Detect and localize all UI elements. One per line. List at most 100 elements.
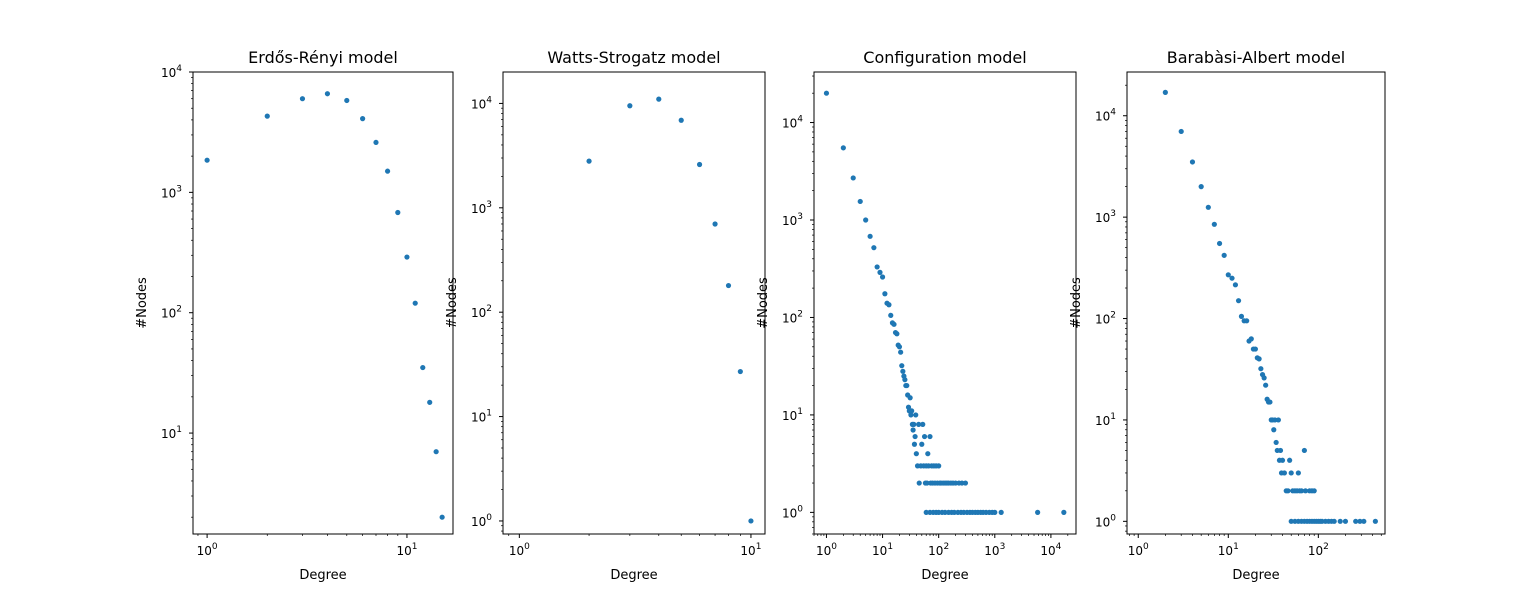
data-point: [1256, 356, 1262, 362]
panel-3: Barabàsi-Albert model Degree #Nodes 100 101 1…: [1069, 48, 1386, 583]
data-point: [896, 344, 903, 350]
data-point: [840, 145, 846, 151]
data-point: [907, 395, 913, 401]
y-tick-label: 103: [1095, 209, 1116, 225]
data-point: [902, 377, 908, 383]
x-axis-label: Degree: [610, 568, 657, 583]
data-point: [712, 221, 718, 227]
data-point: [1258, 366, 1264, 372]
x-tick-label: 103: [984, 542, 1005, 558]
data-point: [1361, 518, 1367, 524]
y-tick-label: 101: [1095, 412, 1116, 428]
data-point: [900, 368, 906, 374]
data-point: [936, 463, 942, 469]
x-axis-label: Degree: [921, 568, 968, 583]
data-point: [1225, 272, 1231, 278]
data-point: [911, 421, 917, 427]
data-point: [898, 349, 904, 355]
chart-title: Erdős-Rényi model: [248, 48, 398, 67]
data-point: [911, 441, 918, 447]
data-point: [1263, 382, 1269, 388]
data-point: [404, 254, 410, 260]
data-point: [737, 368, 743, 375]
data-point: [1288, 470, 1294, 476]
data-point: [1235, 298, 1242, 304]
x-tick-label: 101: [1218, 542, 1239, 558]
y-tick-label: 102: [471, 304, 492, 320]
data-point: [1244, 318, 1250, 324]
data-point: [863, 217, 869, 223]
data-point: [871, 245, 877, 251]
data-point: [373, 139, 379, 146]
data-point: [1271, 427, 1277, 433]
chart-title: Barabàsi-Albert model: [1167, 48, 1345, 67]
y-tick-label: 102: [1095, 311, 1116, 327]
data-point: [874, 264, 880, 270]
panel-2: Configuration model Degree #Nodes 100 101 102…: [756, 48, 1077, 583]
plot-frame: [813, 71, 1077, 535]
data-point: [1162, 89, 1168, 95]
data-point: [656, 96, 662, 102]
data-point: [888, 312, 894, 318]
data-point: [913, 412, 919, 418]
data-point: [1331, 518, 1337, 524]
data-point: [1342, 518, 1349, 524]
data-point: [360, 116, 366, 122]
data-point: [891, 321, 897, 327]
x-tick-label: 104: [1040, 542, 1061, 558]
data-point: [1295, 470, 1301, 476]
chart-title: Configuration model: [863, 48, 1026, 67]
data-point: [696, 161, 703, 168]
plot-frame: [1126, 71, 1386, 535]
data-point: [879, 274, 886, 280]
x-tick-label: 101: [396, 542, 417, 558]
data-point: [427, 399, 433, 405]
data-point: [894, 331, 900, 337]
plot-frame: [192, 71, 454, 535]
y-tick-label: 103: [161, 184, 182, 200]
data-point: [909, 408, 915, 414]
x-tick-label: 101: [872, 542, 893, 558]
plot-frame: [502, 71, 766, 535]
data-point: [1205, 204, 1211, 210]
y-tick-label: 100: [1095, 513, 1116, 529]
panel-1: Watts-Strogatz model Degree #Nodes 100 101 10…: [445, 48, 766, 583]
y-axis-label: #Nodes: [1069, 277, 1084, 329]
y-tick-label: 104: [1095, 108, 1116, 124]
y-tick-label: 104: [471, 95, 492, 111]
data-point: [882, 291, 888, 297]
data-point: [924, 480, 930, 486]
data-point: [725, 282, 732, 289]
data-point: [1281, 470, 1288, 476]
y-tick-label: 102: [782, 309, 803, 325]
data-point: [1189, 159, 1196, 165]
data-point: [1279, 457, 1286, 463]
data-point: [1178, 128, 1184, 135]
y-axis-label: #Nodes: [445, 277, 460, 329]
data-point: [384, 168, 391, 174]
y-tick-label: 100: [471, 513, 492, 529]
x-tick-label: 100: [1128, 542, 1149, 558]
data-point: [877, 269, 883, 275]
data-point: [1275, 417, 1281, 423]
data-point: [1277, 447, 1284, 454]
data-point: [962, 480, 969, 486]
data-point: [919, 441, 925, 447]
x-tick-label: 100: [197, 542, 218, 558]
data-point: [1252, 346, 1258, 352]
y-tick-label: 101: [782, 407, 803, 423]
x-tick-label: 101: [740, 542, 761, 558]
data-point: [904, 382, 910, 389]
x-axis-label: Degree: [299, 568, 346, 583]
data-point: [923, 509, 929, 515]
data-point: [916, 480, 922, 486]
data-point: [395, 209, 401, 216]
data-point: [857, 198, 863, 205]
data-point: [920, 421, 926, 427]
data-point: [299, 96, 306, 102]
data-point: [1261, 375, 1267, 381]
data-point: [324, 91, 331, 97]
panel-0: Erdős-Rényi model Degree #Nodes 100 101 101 10…: [135, 48, 454, 583]
data-point: [925, 451, 931, 457]
